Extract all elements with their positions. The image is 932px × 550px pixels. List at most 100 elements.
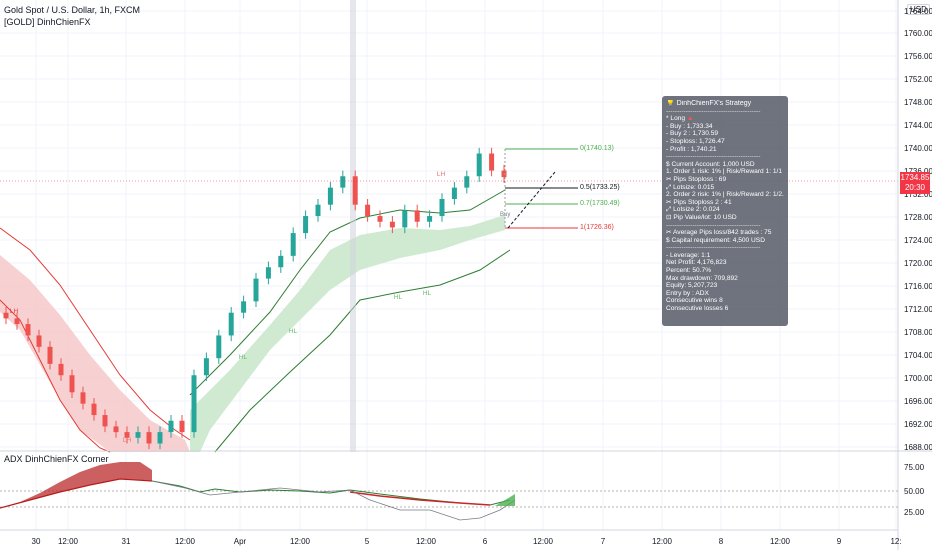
time-tick: 8 <box>718 537 724 546</box>
candle-body <box>365 204 371 217</box>
hl-marker: HL <box>238 354 248 361</box>
time-tick: 12: <box>890 537 902 546</box>
warning-icon: ▲ <box>686 115 694 123</box>
lh-marker: LH <box>122 437 132 444</box>
price-tick: 1764.00 <box>904 7 932 16</box>
price-tick: 1760.00 <box>904 29 932 38</box>
strategy-tooltip: 💡 DinhChienFX's Strategy ---------------… <box>662 96 788 326</box>
candle-body <box>80 392 86 404</box>
adx-red-lower <box>349 491 491 506</box>
time-tick: Apr <box>233 537 247 546</box>
currency-label[interactable]: USD <box>907 4 930 15</box>
adx-red-line <box>0 478 153 509</box>
current-price-tag: 1734.85 20:30 <box>900 172 930 194</box>
price-tick: 1744.00 <box>904 121 932 130</box>
green-cloud-band <box>190 215 505 452</box>
adx-title[interactable]: ADX DinhChienFX Corner <box>4 454 109 464</box>
tp-level-label: 0(1740.13) <box>580 145 614 152</box>
candle-body <box>14 318 20 325</box>
time-tick: 30 <box>31 537 41 546</box>
tooltip-line: - Profit : 1,740.21 <box>666 145 717 153</box>
time-tick: 12:00 <box>415 537 437 546</box>
time-tick: 12:00 <box>174 537 196 546</box>
tooltip-line: ✂ Pips Stoploss : 69 <box>666 175 727 183</box>
price-tick: 1748.00 <box>904 98 932 107</box>
candle-body <box>489 153 495 171</box>
candle-body <box>290 233 296 256</box>
price-tag-time: 20:30 <box>904 183 926 192</box>
candle-body <box>414 210 420 222</box>
tooltip-line: 1. Order 1 risk: 1% | Risk/Reward 1: 1/1 <box>666 168 783 176</box>
tooltip-separator: ----------------------------------------… <box>666 244 761 252</box>
candle-body <box>427 216 433 222</box>
adx-tick-50: 50.00 <box>904 487 925 496</box>
candle-body <box>278 255 284 268</box>
tooltip-line: Consecutive wins 8 <box>666 297 723 305</box>
time-tick: 5 <box>364 537 370 546</box>
candle-body <box>25 324 31 336</box>
adx-green-area <box>495 494 515 506</box>
tooltip-line: ✂ Pips Stoploss 2 : 41 <box>666 198 732 206</box>
tooltip-separator: ----------------------------------------… <box>666 221 761 229</box>
price-tick: 1732.00 <box>904 190 932 199</box>
candle-body <box>36 335 42 347</box>
adx-tick-75: 75.00 <box>904 463 925 472</box>
time-tick: 31 <box>121 537 131 546</box>
candle-body <box>203 358 209 376</box>
price-tick: 1688.00 <box>904 443 932 452</box>
candle-body <box>216 335 222 359</box>
tooltip-line: * Long ▲ <box>666 115 694 123</box>
candle-body <box>91 403 97 416</box>
fib07-level-label: 0.7(1730.49) <box>580 200 620 207</box>
red-lower-line <box>0 299 111 453</box>
price-tick: 1708.00 <box>904 328 932 337</box>
symbol-title[interactable]: Gold Spot / U.S. Dollar, 1h, FXCM <box>4 5 141 15</box>
green-lower-line <box>214 249 511 453</box>
tooltip-line: Consecutive losses 6 <box>666 305 729 313</box>
tooltip-line: Entry by : ADX <box>666 289 709 297</box>
candle-body <box>327 187 333 205</box>
tooltip-line: Percent: 50.7% <box>666 267 712 275</box>
price-tick: 1720.00 <box>904 259 932 268</box>
mid-level-label: 0.5(1733.25) <box>580 184 620 191</box>
price-tick: 1756.00 <box>904 52 932 61</box>
price-tick: 1692.00 <box>904 420 932 429</box>
price-tick: 1716.00 <box>904 282 932 291</box>
hl-marker: HL <box>393 294 403 301</box>
candle-body <box>47 346 53 364</box>
candle-body <box>389 221 395 228</box>
price-tick: 1736.00 <box>904 167 932 176</box>
hl-marker: HL <box>288 328 298 335</box>
tooltip-line: ⤢ Lotsize: 0.015 <box>666 183 715 191</box>
buy-label: Buy <box>500 212 511 218</box>
candle-body <box>352 176 358 205</box>
price-tick: 1712.00 <box>904 305 932 314</box>
time-tick: 9 <box>836 537 842 546</box>
candle-body <box>157 432 163 444</box>
candle-body <box>102 415 108 427</box>
price-tick: 1704.00 <box>904 351 932 360</box>
time-tick: 6 <box>482 537 488 546</box>
tooltip-separator: ----------------------------------------… <box>666 153 761 161</box>
time-tick: 12:00 <box>651 537 673 546</box>
info-icon: 💡 <box>666 100 675 107</box>
candle-body <box>377 216 383 222</box>
tooltip-line: Equity: 5,207,723 <box>666 282 718 290</box>
candle-body <box>69 375 75 393</box>
candle-body <box>124 432 130 438</box>
tooltip-line: Net Profit: 4,176,823 <box>666 259 727 267</box>
price-tick: 1728.00 <box>904 213 932 222</box>
tooltip-line: - Buy 2 : 1,730.59 <box>666 130 719 138</box>
candle-body <box>3 312 9 319</box>
price-tag-price: 1734.85 <box>900 173 930 182</box>
time-tick: 7 <box>600 537 606 546</box>
price-tick: 1700.00 <box>904 374 932 383</box>
tooltip-line: 2. Order 2 risk: 1% | Risk/Reward 2: 1/2… <box>666 191 784 199</box>
tooltip-line: ⤢ Lotsize 2: 0.024 <box>666 206 720 214</box>
tooltip-separator: ----------------------------------------… <box>666 107 761 115</box>
indicator-name[interactable]: [GOLD] DinhChienFX <box>4 17 91 27</box>
candle-body <box>476 153 482 177</box>
candle-body <box>228 312 234 336</box>
